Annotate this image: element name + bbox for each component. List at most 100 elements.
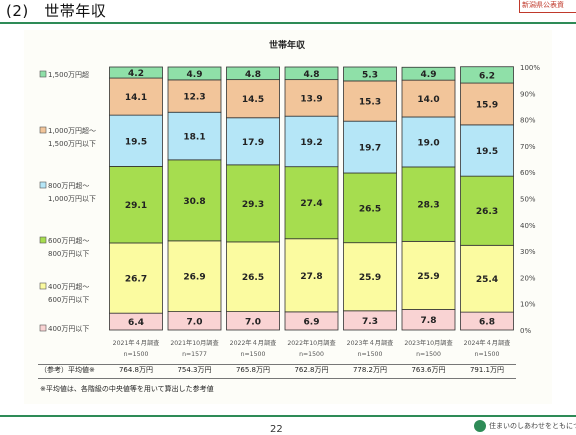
data-label: 6.9 bbox=[304, 317, 320, 327]
legend-label: 1,000万円以下 bbox=[48, 195, 96, 203]
sample-size-label: n=1500 bbox=[124, 351, 149, 358]
y-tick-label: 90% bbox=[520, 90, 536, 98]
bar-segment bbox=[109, 77, 163, 116]
bar-segment bbox=[226, 241, 280, 312]
y-tick-label: 30% bbox=[520, 248, 536, 256]
page-number: 22 bbox=[270, 424, 283, 435]
bar-segment bbox=[167, 159, 222, 242]
data-label: 12.3 bbox=[183, 93, 205, 103]
data-label: 13.9 bbox=[300, 94, 322, 104]
bar-segment bbox=[460, 66, 514, 84]
x-tick-label: 2023年４月調査 bbox=[347, 339, 394, 347]
bar-segment bbox=[167, 66, 222, 81]
data-label: 19.0 bbox=[417, 138, 439, 148]
data-label: 27.8 bbox=[300, 272, 322, 282]
data-label: 26.5 bbox=[242, 273, 264, 283]
average-value: 791.1万円 bbox=[469, 366, 505, 374]
legend-label: 400万円以下 bbox=[48, 325, 89, 333]
data-label: 7.8 bbox=[421, 316, 437, 326]
data-label: 19.5 bbox=[476, 147, 498, 157]
legend-label: 1,500万円超 bbox=[48, 70, 89, 79]
x-tick-label: 2022年４月調査 bbox=[230, 339, 277, 347]
x-tick-label: 2021年４月調査 bbox=[113, 339, 160, 347]
data-label: 5.3 bbox=[362, 70, 378, 80]
data-label: 7.0 bbox=[187, 317, 203, 327]
bar-segment bbox=[343, 242, 397, 312]
data-label: 19.5 bbox=[125, 137, 147, 147]
bar-segment bbox=[401, 116, 456, 168]
legend-label: 600万円超〜 bbox=[48, 236, 89, 245]
bar-segment bbox=[226, 164, 280, 243]
data-label: 4.8 bbox=[245, 70, 261, 80]
bar-segment bbox=[401, 166, 456, 242]
average-value: 764.8万円 bbox=[118, 366, 154, 374]
sample-size-label: n=1500 bbox=[299, 351, 324, 358]
bar-segment bbox=[284, 79, 339, 117]
average-value: 754.3万円 bbox=[177, 366, 212, 374]
data-label: 30.8 bbox=[183, 197, 205, 207]
y-tick-label: 40% bbox=[520, 222, 536, 230]
bar-segment bbox=[284, 238, 339, 313]
bar-segment bbox=[401, 66, 456, 81]
bar-segment bbox=[343, 80, 397, 122]
data-label: 6.4 bbox=[128, 318, 144, 328]
data-label: 26.3 bbox=[476, 207, 498, 217]
legend-swatch bbox=[39, 282, 47, 290]
data-label: 27.4 bbox=[300, 199, 322, 209]
bar-segment bbox=[284, 166, 339, 240]
legend-swatch bbox=[39, 181, 47, 189]
chart-area: 世帯年収 100% 90% 80% 70% 60% 50% 40% 30% 20% 10% 0% 6.4… bbox=[24, 30, 552, 404]
data-label: 4.8 bbox=[304, 70, 320, 80]
legend-swatch bbox=[39, 324, 47, 332]
data-label: 14.5 bbox=[242, 95, 264, 105]
legend-label: 400万円超〜 bbox=[48, 282, 89, 291]
sample-size-label: n=1500 bbox=[416, 351, 441, 358]
bar-segment bbox=[226, 66, 280, 81]
bar-segment bbox=[343, 120, 397, 174]
sample-size-label: n=1500 bbox=[241, 351, 266, 358]
data-label: 25.9 bbox=[417, 272, 439, 282]
y-tick-label: 60% bbox=[520, 169, 536, 177]
y-tick-label: 70% bbox=[520, 143, 536, 151]
bar-segment bbox=[401, 240, 456, 310]
legend-label: 1,500万円以下 bbox=[48, 140, 96, 148]
legend-label: 800万円以下 bbox=[48, 250, 89, 258]
average-value: 765.8万円 bbox=[235, 366, 271, 374]
corner-stamp: 新潟県公表資 bbox=[519, 0, 576, 13]
data-label: 18.1 bbox=[183, 133, 205, 143]
bar-segment bbox=[284, 66, 339, 81]
bar-segment bbox=[167, 111, 222, 161]
data-label: 26.7 bbox=[125, 275, 147, 285]
legend-label: 800万円超〜 bbox=[48, 181, 89, 190]
footnote: ※平均値は、各階級の中央値等を用いて算出した参考値 bbox=[40, 385, 214, 393]
data-label: 14.0 bbox=[417, 95, 439, 105]
legend-swatch bbox=[39, 70, 47, 78]
data-label: 29.1 bbox=[125, 201, 147, 211]
legend-label: 1,000万円超〜 bbox=[48, 126, 96, 135]
logo-text: 住まいのしあわせをともにつ bbox=[489, 422, 576, 430]
bar-segment bbox=[226, 79, 280, 119]
data-label: 4.2 bbox=[128, 69, 144, 79]
chart-title: 世帯年収 bbox=[269, 39, 306, 51]
average-label: （参考）平均値※ bbox=[40, 366, 95, 374]
data-label: 7.3 bbox=[362, 317, 378, 327]
data-label: 17.9 bbox=[242, 138, 264, 148]
bar-segment bbox=[401, 79, 456, 118]
legend-label: 600万円以下 bbox=[48, 296, 89, 304]
section-title: (2) 世帯年収 bbox=[6, 2, 107, 20]
bar-segment bbox=[226, 117, 280, 166]
x-tick-label: 2023年10月調査 bbox=[404, 339, 452, 347]
top-divider bbox=[0, 22, 576, 24]
average-value: 778.2万円 bbox=[352, 366, 388, 374]
y-tick-label: 100% bbox=[520, 64, 540, 72]
bottom-divider bbox=[0, 415, 576, 417]
data-label: 19.7 bbox=[359, 144, 381, 154]
x-tick-label: 2022年10月調査 bbox=[287, 339, 335, 347]
bar-segment bbox=[460, 244, 514, 313]
data-label: 15.9 bbox=[476, 100, 498, 110]
data-label: 25.9 bbox=[359, 273, 381, 283]
y-tick-label: 0% bbox=[520, 327, 531, 335]
sample-size-label: n=1577 bbox=[182, 351, 207, 358]
x-tick-label: 2021年10月調査 bbox=[170, 339, 218, 347]
bar-segment bbox=[167, 79, 222, 113]
